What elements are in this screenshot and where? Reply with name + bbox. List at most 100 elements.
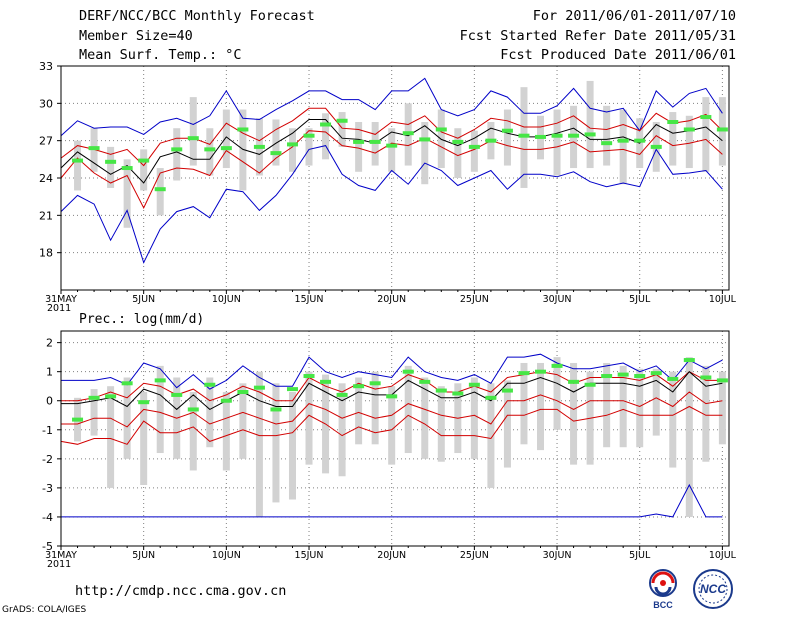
temp-ytick-label: 33 [39,60,53,73]
temp-obs-marker [171,147,183,152]
temp-spread-box [503,109,511,166]
temp-ytick-label: 21 [39,209,53,222]
prec-obs-marker [485,395,497,400]
temp-spread-box [322,113,330,160]
prec-obs-marker [667,376,679,381]
temp-obs-marker [551,133,563,138]
temp-obs-marker [386,143,398,148]
temp-spread-box [421,122,429,185]
prec-xtick-label: 15JUN [295,550,324,561]
prec-spread-box [255,371,263,517]
temp-obs-marker [253,144,265,149]
prec-ytick-label: -3 [42,482,53,495]
prec-xtick-label: 25JUN [460,550,489,561]
temp-obs-marker [650,144,662,149]
temp-obs-marker [105,159,117,164]
prec-ytick-label: -5 [42,540,53,553]
temp-spread-box [669,112,677,166]
temp-spread-box [140,149,148,191]
prec-spread-box [156,365,164,454]
prec-series-lower [61,391,723,428]
temp-spread-box [338,112,346,147]
temp-series-mean [60,119,723,184]
prec-spread-box [619,365,627,448]
temp-obs-marker [303,133,315,138]
temp-spread-box [222,109,230,169]
prec-obs-marker [286,387,298,392]
prec-spread-box [404,365,412,454]
refer-date: Fcst Started Refer Date 2011/05/31 [459,28,736,44]
variable-label-prec: Prec.: log(mm/d) [79,312,204,327]
prec-spread-box [388,386,396,465]
temp-obs-marker [369,139,381,144]
prec-obs-marker [402,369,414,374]
prec-obs-marker [72,417,84,422]
temp-obs-marker [568,133,580,138]
temp-obs-marker [468,144,480,149]
prec-frame [60,330,730,547]
prec-spread-box [371,371,379,445]
prec-obs-marker [353,384,365,389]
source-url[interactable]: http://cmdp.ncc.cma.gov.cn [75,583,287,599]
prec-obs-marker [270,407,282,412]
temp-xtick-label: 30JUN [543,294,572,305]
temp-obs-marker [138,158,150,163]
temp-obs-marker [700,115,712,120]
temp-spread-box [288,128,296,172]
svg-text:NCC: NCC [700,582,726,596]
temp-spread-box [272,119,280,166]
prec-spread-box [470,377,478,459]
prec-obs-marker [369,381,381,386]
prec-xtick-label: 31MAY [45,550,77,561]
temp-spread-box [156,168,164,216]
temp-obs-marker [716,127,728,132]
temp-spread-box [388,128,396,172]
chart-title: DERF/NCC/BCC Monthly Forecast [79,8,315,24]
prec-xtick-label: 30JUN [543,550,572,561]
prec-spread-box [288,392,296,500]
prec-xtick-label: 10JUN [212,550,241,561]
temp-obs-marker [634,138,646,143]
temp-spread-box [603,105,611,166]
prec-obs-marker [154,378,166,383]
prec-obs-marker [518,371,530,376]
prec-obs-marker [683,358,695,363]
prec-obs-marker [419,379,431,384]
prec-obs-marker [584,382,596,387]
svg-text:BCC: BCC [653,600,673,610]
prec-obs-marker [617,372,629,377]
temp-series-upper [60,107,723,167]
temp-obs-marker [452,139,464,144]
prec-obs-marker [551,363,563,368]
prec-obs-marker [88,395,100,400]
temp-spread-box [107,146,115,188]
temp-obs-marker [584,132,596,137]
prec-spread-box [718,371,726,445]
prec-obs-marker [220,398,232,403]
temp-obs-marker [121,166,133,171]
temp-spread-box [586,80,594,169]
temp-xtick-year: 2011 [47,303,71,314]
temp-ytick-label: 18 [39,247,53,260]
prec-spread-box [652,368,660,436]
temp-xtick-label: 20JUN [377,294,406,305]
prec-obs-marker [650,371,662,376]
prec-obs-marker [237,390,249,395]
prec-ytick-label: -1 [42,424,53,437]
temp-xtick-label: 15JUN [295,294,324,305]
member-size: Member Size=40 [79,28,193,44]
prec-spread-box [239,383,247,459]
temp-series-min [60,145,723,264]
prec-obs-marker [700,375,712,380]
prec-obs-marker [452,391,464,396]
prec-obs-marker [716,378,728,383]
temp-obs-marker [485,138,497,143]
temp-obs-marker [518,133,530,138]
prec-obs-marker [138,400,150,405]
temp-spread-box [355,122,363,172]
temp-spread-box [553,109,561,176]
prec-spread-box [669,371,677,468]
prec-obs-marker [568,379,580,384]
